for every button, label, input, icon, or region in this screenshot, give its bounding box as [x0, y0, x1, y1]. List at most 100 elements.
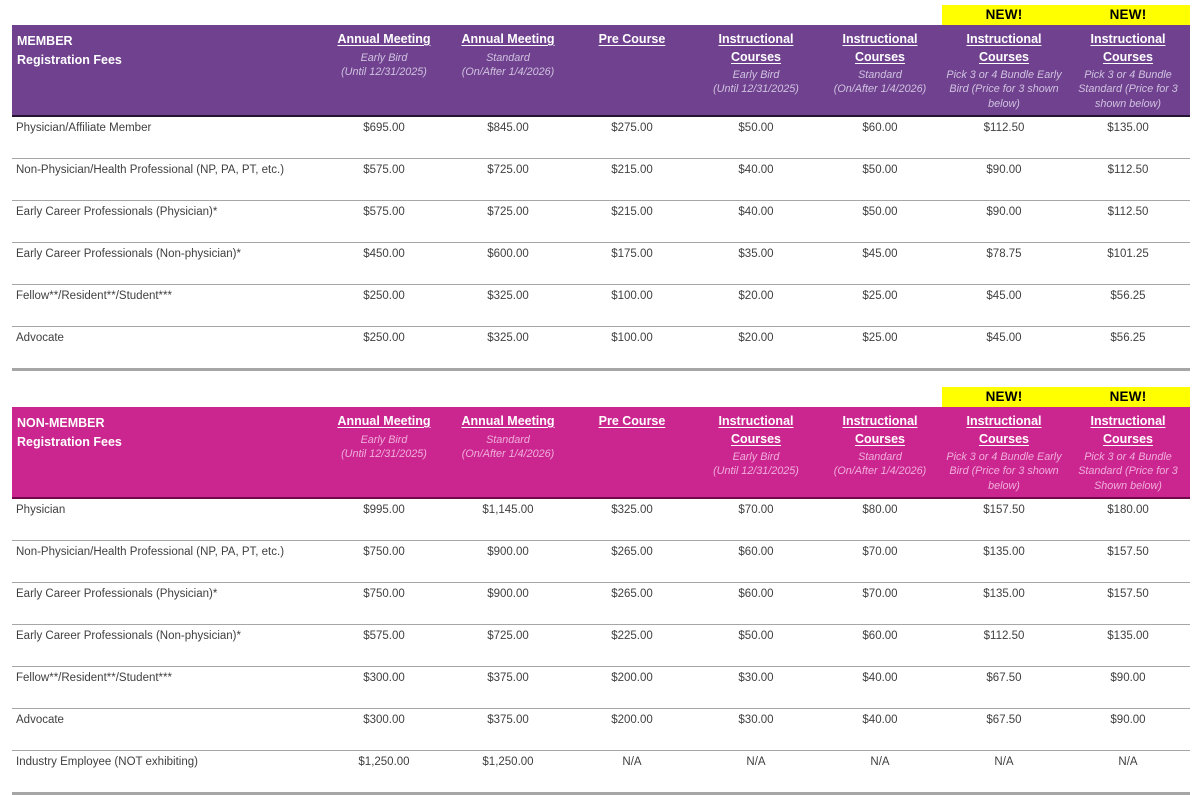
- fee-cell: $695.00: [363, 122, 405, 134]
- banner-spacer: [694, 5, 818, 25]
- fee-row: Advocate $250.00 $325.00 $100.00 $20.00 $25.0…: [12, 327, 1190, 371]
- fee-cell: $725.00: [487, 164, 529, 176]
- column-header: Instructional Courses Early Bird (Until 1…: [694, 25, 818, 115]
- fee-cell: $60.00: [862, 630, 898, 642]
- fee-cell: $900.00: [487, 546, 529, 558]
- fee-cell: $40.00: [738, 206, 774, 218]
- row-label: Advocate: [16, 332, 64, 344]
- fee-cell: $100.00: [611, 290, 653, 302]
- fee-cell: $750.00: [363, 588, 405, 600]
- fee-cell: $575.00: [363, 164, 405, 176]
- fee-cell: $135.00: [983, 588, 1025, 600]
- fee-cell: $56.25: [1110, 290, 1146, 302]
- fee-cell: $157.50: [983, 504, 1025, 516]
- row-label: Non-Physician/Health Professional (NP, P…: [16, 164, 285, 176]
- fee-cell: $45.00: [986, 332, 1022, 344]
- fee-row: Non-Physician/Health Professional (NP, P…: [12, 159, 1190, 201]
- fee-cell: $375.00: [487, 672, 529, 684]
- column-title: Instructional Courses: [718, 32, 794, 64]
- column-subtitle: Standard (On/After 1/4/2026): [461, 433, 555, 460]
- fee-cell: $575.00: [363, 206, 405, 218]
- fee-cell: $40.00: [738, 164, 774, 176]
- table-title-line1: NON-MEMBER: [17, 416, 105, 430]
- column-header: Annual Meeting Standard (On/After 1/4/202…: [446, 25, 570, 115]
- fee-cell: $265.00: [611, 546, 653, 558]
- fee-cell: $40.00: [862, 714, 898, 726]
- fee-cell: $725.00: [487, 630, 529, 642]
- fee-cell: $20.00: [738, 332, 774, 344]
- fee-cell: $50.00: [738, 630, 774, 642]
- fee-cell: $80.00: [862, 504, 898, 516]
- fee-cell: $450.00: [363, 248, 405, 260]
- column-header: Annual Meeting Early Bird (Until 12/31/20…: [322, 407, 446, 497]
- fee-cell: $56.25: [1110, 332, 1146, 344]
- column-title: Instructional Courses: [842, 32, 918, 64]
- column-header: Instructional Courses Pick 3 or 4 Bundle …: [942, 407, 1066, 497]
- column-header: Annual Meeting Early Bird (Until 12/31/20…: [322, 25, 446, 115]
- column-subtitle: Standard (On/After 1/4/2026): [833, 69, 927, 96]
- banner-spacer: [322, 387, 446, 407]
- fee-cell: $70.00: [862, 588, 898, 600]
- fee-cell: N/A: [622, 756, 642, 768]
- fee-cell: $300.00: [363, 714, 405, 726]
- nonmember-fees-table: NEW! NEW! NON-MEMBER Registration Fees Annua…: [12, 387, 1190, 795]
- fee-cell: $112.50: [1107, 164, 1149, 176]
- banner-spacer: [446, 387, 570, 407]
- fee-cell: N/A: [746, 756, 766, 768]
- fee-cell: $325.00: [487, 332, 529, 344]
- fee-cell: $100.00: [611, 332, 653, 344]
- fee-cell: $70.00: [738, 504, 774, 516]
- row-label: Early Career Professionals (Physician)*: [16, 588, 218, 600]
- fee-cell: $1,250.00: [482, 756, 534, 768]
- fee-cell: $845.00: [487, 122, 529, 134]
- column-title: Instructional Courses: [966, 414, 1042, 446]
- column-subtitle: Standard (On/After 1/4/2026): [461, 51, 555, 78]
- banner-spacer: [694, 387, 818, 407]
- fee-cell: $375.00: [487, 714, 529, 726]
- column-header: Pre Course: [570, 407, 694, 497]
- fee-cell: $325.00: [611, 504, 653, 516]
- row-label: Physician/Affiliate Member: [16, 122, 152, 134]
- fee-cell: $175.00: [611, 248, 653, 260]
- fee-cell: $90.00: [1110, 714, 1146, 726]
- fee-cell: $600.00: [487, 248, 529, 260]
- column-header: Instructional Courses Early Bird (Until 1…: [694, 407, 818, 497]
- column-subtitle: Pick 3 or 4 Bundle Early Bird (Price for…: [946, 451, 1062, 492]
- banner-spacer: [446, 5, 570, 25]
- column-title: Annual Meeting: [461, 32, 555, 46]
- fee-cell: $30.00: [738, 714, 774, 726]
- fee-cell: $70.00: [862, 546, 898, 558]
- new-banner-row: NEW! NEW!: [12, 387, 1190, 407]
- column-subtitle: Pick 3 or 4 Bundle Standard (Price for 3…: [1078, 69, 1178, 110]
- fee-row: Industry Employee (NOT exhibiting) $1,250…: [12, 751, 1190, 795]
- fee-cell: $250.00: [363, 290, 405, 302]
- row-label: Early Career Professionals (Physician)*: [16, 206, 218, 218]
- fee-row: Fellow**/Resident**/Student*** $250.00 $32…: [12, 285, 1190, 327]
- fee-cell: $25.00: [862, 332, 898, 344]
- column-subtitle: Standard (On/After 1/4/2026): [833, 451, 927, 478]
- fee-cell: $50.00: [738, 122, 774, 134]
- column-title: Instructional Courses: [1090, 32, 1166, 64]
- row-label: Early Career Professionals (Non-physicia…: [16, 630, 241, 642]
- banner-spacer: [818, 5, 942, 25]
- fee-cell: $30.00: [738, 672, 774, 684]
- fee-cell: $200.00: [611, 714, 653, 726]
- fee-cell: $225.00: [611, 630, 653, 642]
- column-header: Instructional Courses Standard (On/After …: [818, 25, 942, 115]
- fee-cell: $67.50: [986, 672, 1022, 684]
- banner-spacer: [12, 387, 322, 407]
- table-title: NON-MEMBER Registration Fees: [12, 407, 322, 497]
- table-header-row: MEMBER Registration Fees Annual Meeting Ear…: [12, 25, 1190, 117]
- fee-cell: $157.50: [1107, 546, 1149, 558]
- new-badge: NEW!: [942, 5, 1066, 25]
- row-label: Industry Employee (NOT exhibiting): [16, 756, 198, 768]
- fee-cell: $35.00: [738, 248, 774, 260]
- fee-row: Early Career Professionals (Physician)* $…: [12, 201, 1190, 243]
- column-subtitle: Pick 3 or 4 Bundle Early Bird (Price for…: [946, 69, 1062, 110]
- row-label: Early Career Professionals (Non-physicia…: [16, 248, 241, 260]
- new-badge: NEW!: [1066, 387, 1190, 407]
- fee-cell: $50.00: [862, 206, 898, 218]
- table-title-line2: Registration Fees: [17, 434, 122, 449]
- column-subtitle: Early Bird (Until 12/31/2025): [713, 451, 799, 478]
- column-header: Instructional Courses Pick 3 or 4 Bundle …: [1066, 407, 1190, 497]
